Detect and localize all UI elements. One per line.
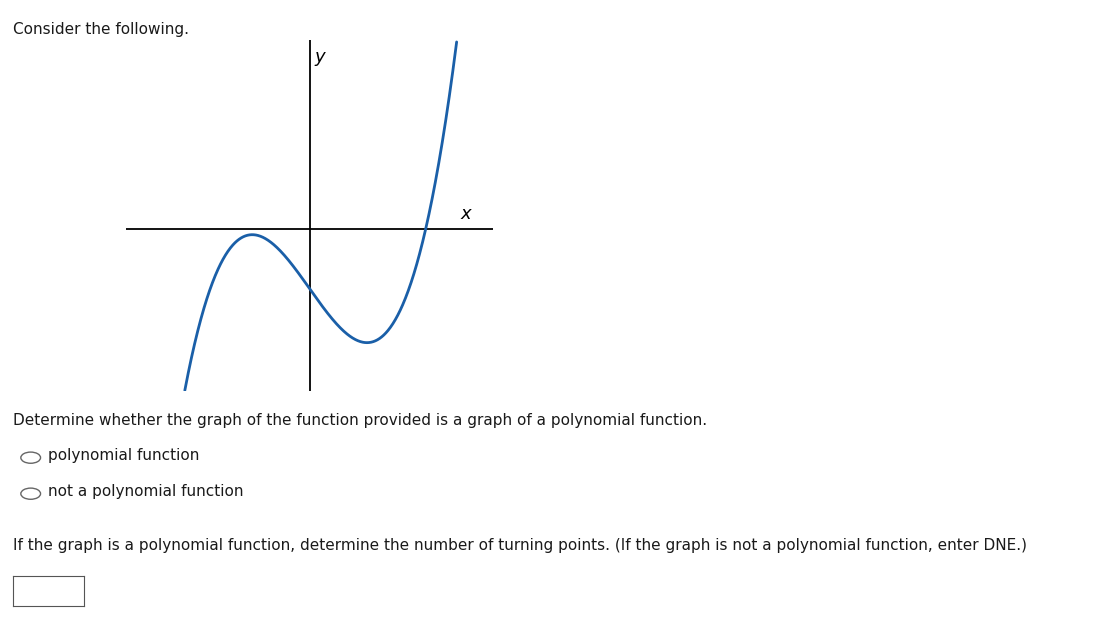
Text: not a polynomial function: not a polynomial function bbox=[48, 484, 243, 499]
Text: polynomial function: polynomial function bbox=[48, 448, 199, 463]
Text: If the graph is a polynomial function, determine the number of turning points. (: If the graph is a polynomial function, d… bbox=[13, 538, 1027, 553]
Text: y: y bbox=[315, 48, 324, 66]
Text: Consider the following.: Consider the following. bbox=[13, 22, 190, 37]
Text: Determine whether the graph of the function provided is a graph of a polynomial : Determine whether the graph of the funct… bbox=[13, 413, 707, 428]
Text: x: x bbox=[460, 205, 471, 223]
